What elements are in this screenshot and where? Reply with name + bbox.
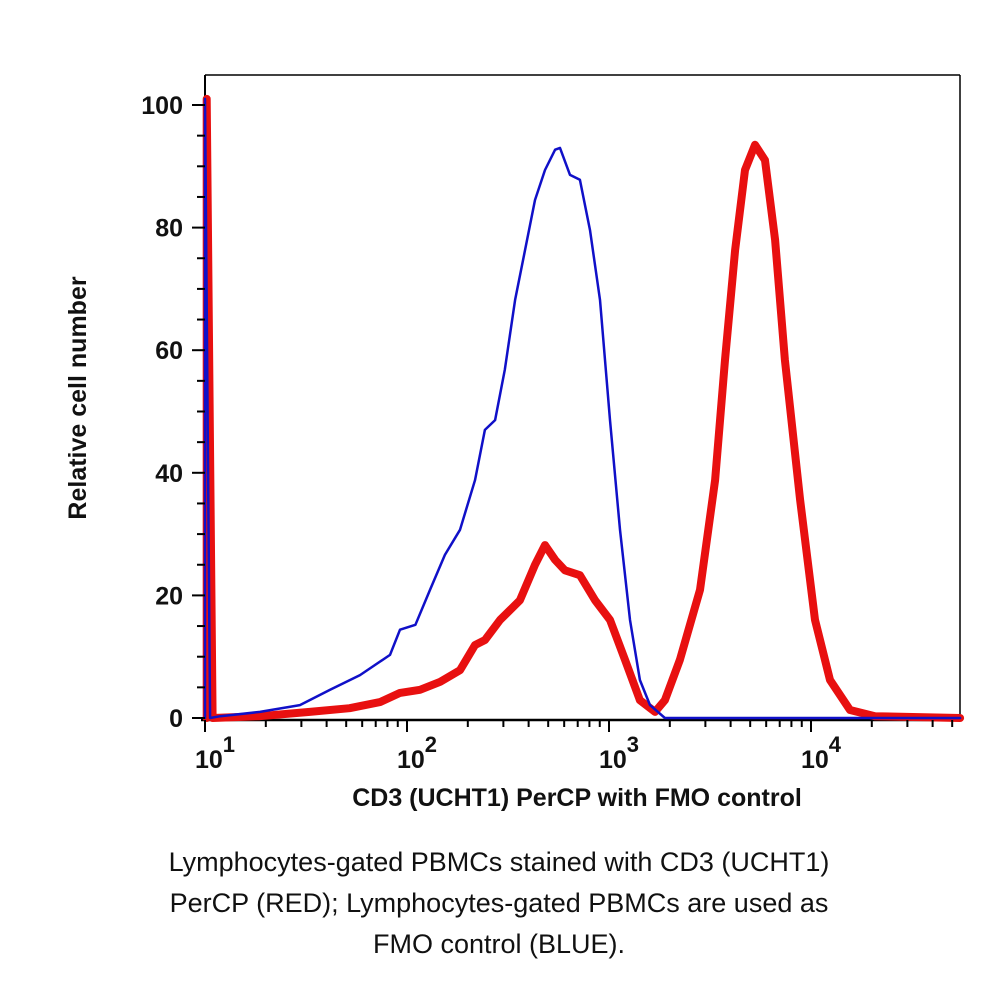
y-tick-label: 20 <box>155 582 183 610</box>
caption-line: PerCP (RED); Lymphocytes-gated PBMCs are… <box>169 888 829 918</box>
x-tick-base: 10 <box>195 746 223 774</box>
x-tick-base: 10 <box>397 746 425 774</box>
caption-line: FMO control (BLUE). <box>372 929 626 959</box>
fmo-control-blue-line <box>203 97 962 720</box>
x-tick-label: 103 <box>599 732 639 774</box>
x-tick-exponent: 1 <box>223 732 235 757</box>
y-tick-label: 0 <box>169 705 183 733</box>
x-axis-title: CD3 (UCHT1) PerCP with FMO control <box>352 784 802 812</box>
x-tick-label: 104 <box>801 732 842 774</box>
series-group <box>202 94 965 722</box>
y-axis-title: Relative cell number <box>64 276 92 519</box>
x-tick-exponent: 2 <box>425 732 437 757</box>
y-tick-label: 100 <box>141 92 183 120</box>
x-tick-exponent: 3 <box>627 732 639 757</box>
caption-line: Lymphocytes-gated PBMCs stained with CD3… <box>168 847 830 877</box>
figure-caption: Lymphocytes-gated PBMCs stained with CD3… <box>0 842 998 965</box>
x-tick-base: 10 <box>801 746 829 774</box>
x-tick-label: 101 <box>195 732 235 774</box>
y-tick-label: 40 <box>155 460 183 488</box>
x-tick-exponent: 4 <box>829 732 842 757</box>
x-tick-label: 102 <box>397 732 437 774</box>
x-tick-base: 10 <box>599 746 627 774</box>
plot-frame <box>201 74 961 722</box>
y-tick-label: 80 <box>155 215 183 243</box>
cd3-percp-red-line <box>202 94 965 722</box>
y-tick-label: 60 <box>155 337 183 365</box>
